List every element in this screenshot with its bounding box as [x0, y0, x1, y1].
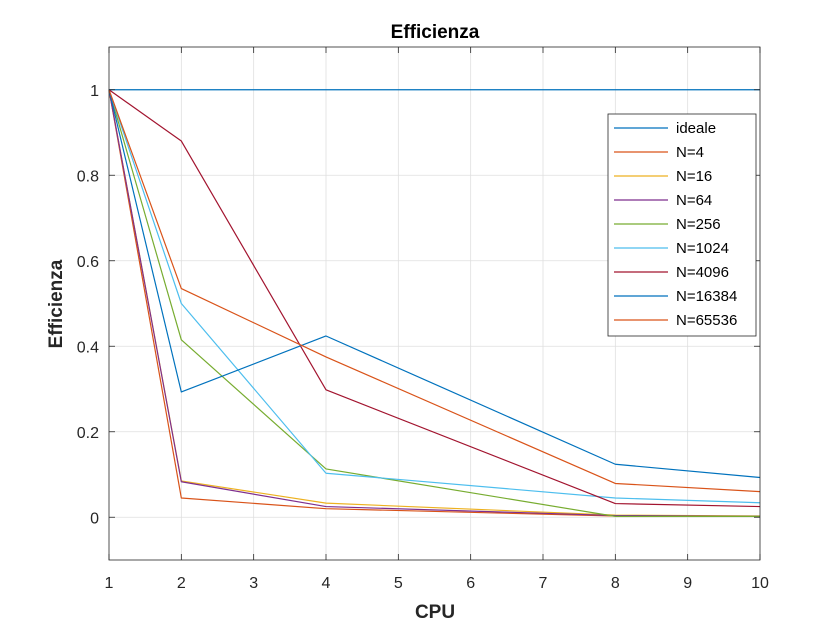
x-tick-label: 7	[539, 575, 548, 592]
chart-title: Efficienza	[391, 22, 480, 43]
plot-frame	[108, 46, 761, 561]
legend-label-n-16384: N=16384	[676, 288, 737, 305]
legend-label-ideale: ideale	[676, 120, 716, 137]
legend-label-n-4: N=4	[676, 144, 704, 161]
x-tick-label: 2	[177, 575, 186, 592]
y-tick-label: 0.6	[77, 254, 99, 271]
x-tick-label: 9	[683, 575, 692, 592]
legend-box	[607, 113, 757, 337]
x-tick-label: 10	[751, 575, 769, 592]
y-tick-label: 0.4	[77, 339, 99, 356]
series-line-n-65536	[108, 89, 761, 493]
axis-ticks: 1 2 3 4 5 6 7 8 9 10 0 0.2 0.4 0.6 0.8 1	[77, 47, 769, 592]
x-tick-label: 6	[466, 575, 475, 592]
legend-label-n-64: N=64	[676, 192, 712, 209]
legend: ideale N=4 N=16 N=64 N=256 N=1024 N=4096 N=1638…	[607, 113, 757, 337]
x-tick-label: 1	[105, 575, 114, 592]
x-tick-label: 8	[611, 575, 620, 592]
legend-label-n-65536: N=65536	[676, 312, 737, 329]
x-axis-label: CPU	[415, 602, 455, 623]
legend-label-n-256: N=256	[676, 216, 721, 233]
y-tick-label: 0	[90, 510, 99, 527]
y-tick-label: 0.8	[77, 168, 99, 185]
x-tick-label: 5	[394, 575, 403, 592]
y-tick-label: 0.2	[77, 425, 99, 442]
series-line-n-4096	[108, 89, 761, 508]
series-lines	[108, 89, 761, 517]
legend-label-n-1024: N=1024	[676, 240, 729, 257]
y-axis-label: Efficienza	[46, 259, 67, 348]
series-line-n-16384	[108, 89, 761, 479]
series-line-n-256	[108, 89, 760, 517]
x-tick-label: 4	[322, 575, 331, 592]
series-line-n-1024	[108, 89, 761, 504]
legend-label-n-16: N=16	[676, 168, 712, 185]
y-tick-label: 1	[90, 83, 99, 100]
x-tick-label: 3	[249, 575, 258, 592]
legend-label-n-4096: N=4096	[676, 264, 729, 281]
